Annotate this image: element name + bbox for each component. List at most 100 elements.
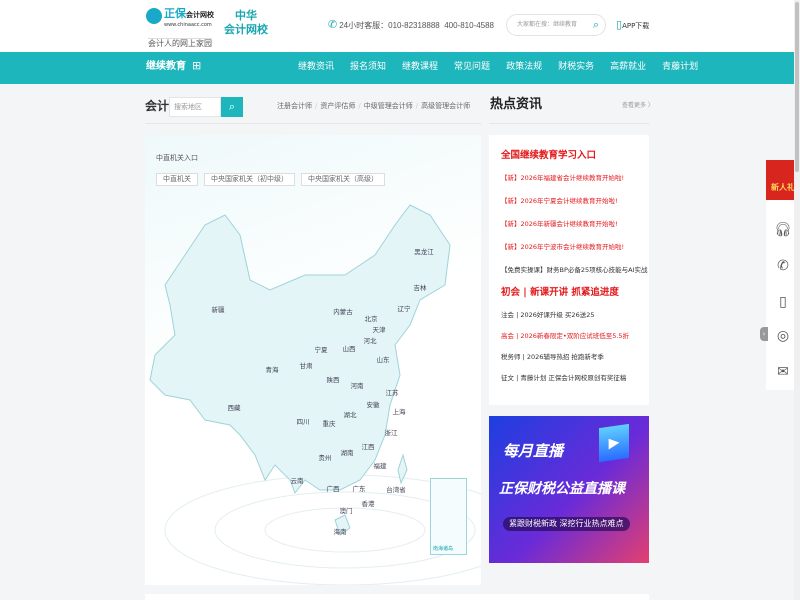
nav-item[interactable]: 高薪就业	[610, 62, 647, 72]
news-item[interactable]: 【免费实操课】财务BP必备25项核心技能与AI实战	[501, 266, 648, 274]
province-label[interactable]: 黑龙江	[414, 247, 434, 256]
nav-item[interactable]: 继教课程	[402, 62, 439, 72]
province-label[interactable]: 贵州	[318, 453, 332, 462]
nav-items: 继教资讯 报名须知 继教课程 常见问题 政策法规 财税实务 高薪就业 青藤计划	[298, 63, 698, 72]
mobile-icon[interactable]: ▯	[779, 294, 787, 310]
map-title: 中直机关入口	[156, 154, 198, 162]
view-more-link[interactable]: 查看更多 〉	[622, 102, 654, 109]
news-heading-1[interactable]: 全国继续教育学习入口	[501, 150, 597, 161]
news-item[interactable]: 高会 | 2026新春限定•双阶应试班低至5.5折	[501, 332, 630, 340]
nav-brand[interactable]: 继续教育	[146, 61, 186, 72]
province-label[interactable]: 四川	[296, 417, 310, 426]
province-label[interactable]: 海南	[333, 527, 347, 536]
main-nav: 继续教育 ⊞ 继教资讯 报名须知 继教课程 常见问题 政策法规 财税实务 高薪就业 青藤计划	[0, 52, 800, 84]
province-label[interactable]: 河北	[363, 336, 377, 345]
province-label[interactable]: 安徽	[366, 400, 380, 409]
province-label[interactable]: 广东	[352, 484, 366, 493]
province-label[interactable]: 宁夏	[314, 345, 328, 354]
news-item[interactable]: 【新】2026年宁夏会计继续教育开始啦!	[501, 197, 618, 205]
province-label[interactable]: 湖南	[340, 448, 354, 457]
scrollbar-thumb[interactable]	[795, 2, 799, 172]
south-sea-inset: 南海诸岛	[430, 478, 467, 555]
news-heading-2[interactable]: 初会 | 新课开讲 抓紧追进度	[501, 287, 619, 298]
logo-slogan: 会计人的网上家园	[148, 38, 212, 48]
province-label[interactable]: 天津	[372, 325, 386, 334]
nav-item[interactable]: 政策法规	[506, 62, 543, 72]
news-item[interactable]: 征文 | 青藤计划 正保会计网校原创有奖征稿	[501, 374, 627, 382]
category-links: 注册会计师 / 资产评估师 / 中级管理会计师 / 高级管理会计师	[277, 103, 470, 110]
province-label[interactable]: 澳门	[339, 506, 353, 515]
province-label[interactable]: 辽宁	[397, 304, 411, 313]
separator: /	[358, 102, 361, 110]
header	[0, 0, 800, 52]
province-label[interactable]: 河南	[350, 381, 364, 390]
collapse-toolbar-button[interactable]: ›	[760, 327, 768, 341]
hotline-label: 24小时客服：	[339, 21, 389, 30]
inset-label: 南海诸岛	[433, 546, 454, 552]
site-search-input[interactable]: 大家都在搜：继续教育 ⌕	[506, 14, 606, 36]
phone-number-1: 010-82318888	[388, 21, 440, 30]
province-label[interactable]: 北京	[364, 314, 378, 323]
province-label[interactable]: 内蒙古	[333, 307, 353, 316]
region-search-button[interactable]: ⌕	[221, 97, 243, 117]
partner-logo[interactable]: 中华 会计网校	[224, 9, 268, 37]
province-label[interactable]: 重庆	[322, 419, 336, 428]
province-label[interactable]: 吉林	[413, 283, 427, 292]
banner-line1: 每月直播	[503, 442, 564, 460]
news-item[interactable]: 【新】2026年新疆会计继续教育开始啦!	[501, 220, 618, 228]
hot-news-title: 热点资讯	[490, 97, 543, 112]
province-label[interactable]: 山东	[376, 355, 390, 364]
nav-item[interactable]: 青藤计划	[662, 62, 699, 72]
province-label[interactable]: 福建	[373, 461, 387, 470]
nav-item[interactable]: 常见问题	[454, 62, 491, 72]
province-label[interactable]: 浙江	[384, 428, 398, 437]
province-label[interactable]: 上海	[392, 407, 406, 416]
province-label[interactable]: 广西	[326, 484, 340, 493]
grid-menu-icon[interactable]: ⊞	[192, 59, 202, 72]
nav-item[interactable]: 报名须知	[350, 62, 387, 72]
map-tab[interactable]: 中央国家机关（高级）	[301, 173, 385, 186]
search-icon[interactable]: ⌕	[592, 18, 599, 31]
app-download-link[interactable]: ▯APP下载	[616, 18, 649, 31]
phone-icon[interactable]: ✆	[777, 258, 789, 274]
phone-icon: ✆	[328, 19, 338, 31]
headset-icon[interactable]: 🎧︎	[774, 222, 792, 238]
news-item[interactable]: 【新】2026年宁波市会计继续教育开始啦!	[501, 243, 625, 251]
search-placeholder: 大家都在搜：继续教育	[517, 21, 578, 28]
region-search-input[interactable]: 搜索地区	[169, 97, 221, 117]
wechat-icon[interactable]: ◎	[776, 328, 790, 344]
province-label[interactable]: 香港	[361, 499, 375, 508]
news-item[interactable]: 税务师 | 2026辅导热招 抢跑新考季	[501, 353, 604, 361]
category-link[interactable]: 资产评估师	[320, 102, 356, 110]
province-label[interactable]: 陕西	[326, 375, 340, 384]
category-link[interactable]: 高级管理会计师	[421, 102, 471, 110]
news-item[interactable]: 注会 | 2026好课升级 买26送25	[501, 311, 595, 319]
province-label[interactable]: 江西	[361, 442, 375, 451]
play-icon: ▶	[599, 423, 629, 463]
province-label[interactable]: 青海	[265, 365, 279, 374]
map-tab[interactable]: 中直机关	[156, 173, 198, 186]
nav-item[interactable]: 继教资讯	[298, 62, 335, 72]
live-course-banner[interactable]: ▶ 每月直播 正保财税公益直播课 紧跟财税新政 深挖行业热点难点	[489, 416, 649, 563]
gift-label: 新人礼	[771, 183, 795, 192]
nav-item[interactable]: 财税实务	[558, 62, 595, 72]
province-label[interactable]: 江苏	[385, 388, 399, 397]
search-icon: ⌕	[228, 100, 236, 113]
province-label[interactable]: 甘肃	[299, 361, 313, 370]
map-tab[interactable]: 中央国家机关（初中级）	[204, 173, 295, 186]
province-label[interactable]: 西藏	[227, 403, 241, 412]
category-link[interactable]: 中级管理会计师	[363, 102, 413, 110]
china-map	[149, 204, 481, 585]
news-item[interactable]: 【新】2026年福建省会计继续教育开始啦!	[501, 174, 625, 182]
mail-icon[interactable]: ✉	[777, 364, 789, 380]
province-label[interactable]: 新疆	[211, 305, 225, 314]
province-label[interactable]: 台湾省	[386, 485, 406, 494]
category-link[interactable]: 注册会计师	[277, 102, 312, 110]
separator: /	[415, 102, 419, 110]
province-label[interactable]: 湖北	[343, 410, 357, 419]
province-label[interactable]: 山西	[342, 344, 356, 353]
scrollbar[interactable]	[794, 0, 800, 600]
province-label[interactable]: 云南	[290, 476, 304, 485]
partner-line1: 中华	[235, 9, 257, 22]
logo[interactable]: 正保会计网校 www.chinaacc.com 会计人的网上家园	[146, 6, 218, 48]
